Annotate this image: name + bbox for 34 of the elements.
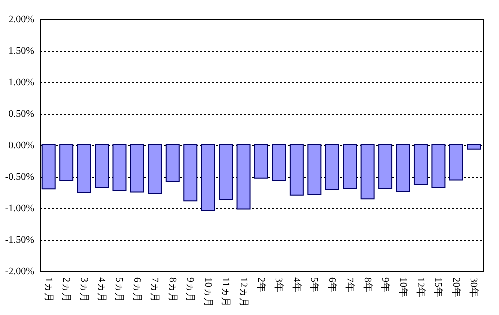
x-tick-label: 30年 [468, 278, 480, 298]
x-tick-label: 10年 [397, 278, 410, 298]
x-tick-label: 10ヵ月 [202, 278, 214, 308]
y-tick-label: 1.00% [8, 78, 34, 88]
x-tick-label: 9年 [380, 278, 392, 292]
x-tick-label: 7年 [344, 278, 356, 292]
x-tick-label: 1ヵ月 [42, 278, 54, 302]
y-tick-label: 2.00% [8, 14, 34, 26]
x-tick-label: 3年 [273, 278, 286, 292]
x-tick-label: 12ヵ月 [238, 278, 249, 308]
x-tick-label: 2年 [256, 278, 268, 292]
y-tick-label: -1.00% [5, 204, 34, 214]
y-tick-label: -1.50% [5, 235, 34, 246]
x-tick-label: 3ヵ月 [78, 278, 90, 302]
x-tick-label: 6ヵ月 [131, 278, 142, 302]
x-tick-label: 20年 [450, 278, 462, 298]
x-tick-label: 2ヵ月 [60, 278, 72, 302]
y-tick-label: -0.50% [5, 172, 34, 183]
x-tick-label: 6年 [326, 278, 338, 292]
x-tick-label: 12年 [414, 278, 427, 298]
x-tick-label: 7ヵ月 [149, 278, 160, 302]
x-tick-label: 4年 [290, 278, 303, 292]
y-tick-label: 1.50% [8, 46, 34, 57]
y-tick-label: 0.00% [8, 140, 34, 152]
x-tick-label: 8ヵ月 [166, 278, 178, 302]
y-tick-label: -2.00% [5, 266, 34, 278]
x-tick-label: 9ヵ月 [184, 278, 196, 302]
x-tick-label: 4ヵ月 [96, 278, 108, 302]
x-tick-label: 15年 [432, 278, 445, 298]
x-tick-label: 8年 [362, 278, 374, 292]
x-tick-label: 5ヵ月 [114, 278, 125, 302]
x-tick-label: 5年 [308, 278, 321, 292]
y-tick-label: 0.50% [8, 109, 34, 120]
x-tick-label: 11ヵ月 [220, 278, 232, 308]
